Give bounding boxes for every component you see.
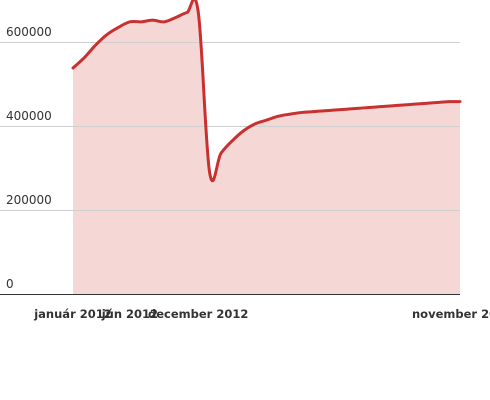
series-line — [71, 0, 462, 183]
x-tick-label: jún 2012 — [101, 307, 158, 321]
gridlines — [0, 42, 460, 211]
x-tick-label: november 2014 — [412, 307, 490, 321]
y-tick-label: 200000 — [6, 193, 52, 207]
area-fill-layer — [73, 0, 460, 294]
y-axis-tick-labels: 0 200000 400000 600000 — [6, 25, 52, 291]
x-tick-label: január 2012 — [33, 307, 112, 321]
series-line-layer — [71, 0, 462, 183]
y-tick-label: 400000 — [6, 109, 52, 123]
y-tick-label: 0 — [6, 277, 14, 291]
series-area — [73, 0, 460, 294]
y-tick-label: 600000 — [6, 25, 52, 39]
x-tick-label: december 2012 — [148, 307, 248, 321]
